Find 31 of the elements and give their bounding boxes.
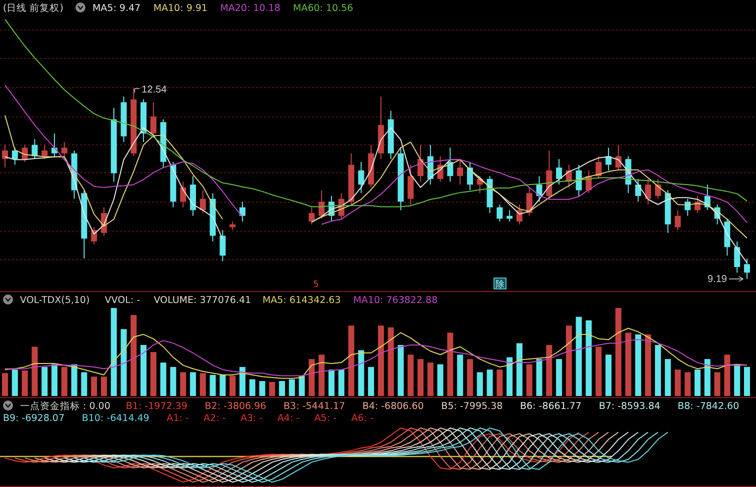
text: B8: -7842.60 [678, 401, 740, 412]
text: A2: - [204, 413, 226, 424]
text: B2: -3806.96 [204, 401, 266, 412]
text: VOLUME: 377076.41 [154, 295, 252, 306]
text: B10: -6414.49 [82, 413, 150, 424]
text: MA10: 9.91 [153, 3, 208, 14]
chart-title: (日线 前复权) [3, 2, 64, 14]
text: B7: -8593.84 [598, 401, 660, 412]
text: VVOL: - [104, 295, 140, 306]
text: MA20: 10.18 [220, 3, 280, 14]
text: 除 [496, 279, 504, 290]
text: 5 [313, 280, 319, 290]
chart-title: VOL-TDX(5,10) [20, 295, 90, 306]
series-label: B4: -6806.60 [362, 401, 424, 412]
text: B3: -5441.17 [284, 401, 346, 412]
text: A6: - [351, 413, 374, 424]
text: B6: -8661.77 [520, 401, 582, 412]
text: A4: - [277, 413, 300, 424]
series-label: B5: -7995.38 [441, 401, 503, 412]
text: MA5: 9.47 [92, 3, 141, 14]
text: MA60: 10.56 [293, 3, 354, 14]
text: B1: -1972.39 [126, 401, 188, 412]
text: A1: - [166, 413, 189, 424]
text: MA5: 614342.63 [262, 295, 341, 306]
text: B9: -6928.07 [3, 413, 64, 424]
annotation: 9.19 [708, 274, 728, 285]
text: A5: - [314, 413, 337, 424]
text: MA10: 763822.88 [353, 295, 438, 306]
text: A3: - [240, 413, 263, 424]
chart-title: 一点资金指标 : 0.00 [20, 400, 110, 412]
annotation: 12.54 [142, 84, 168, 96]
